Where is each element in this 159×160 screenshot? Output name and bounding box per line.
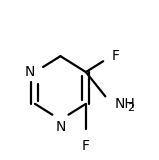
Text: F: F bbox=[82, 139, 90, 153]
Text: F: F bbox=[111, 49, 119, 63]
Text: NH: NH bbox=[114, 97, 135, 111]
Text: 2: 2 bbox=[128, 103, 135, 113]
Text: N: N bbox=[25, 65, 35, 79]
Text: N: N bbox=[55, 120, 66, 134]
